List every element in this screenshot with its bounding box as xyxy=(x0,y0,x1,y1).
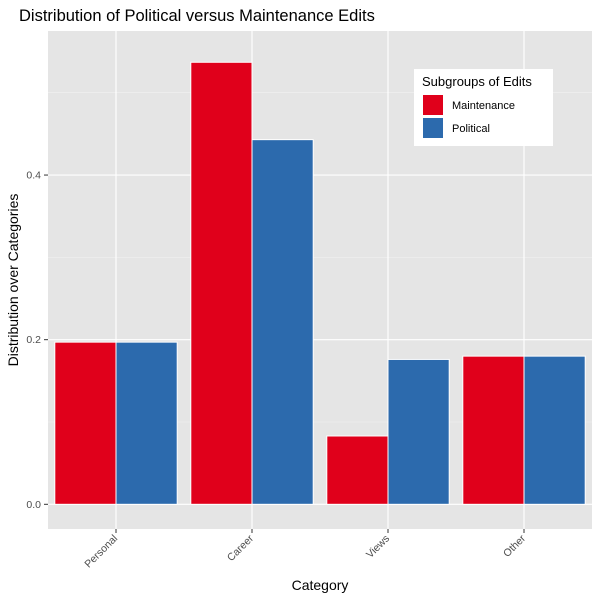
bar-maintenance-career xyxy=(190,61,253,505)
legend-key-maintenance xyxy=(423,95,443,115)
y-tick-label: 0.0 xyxy=(26,499,41,511)
bar-maintenance-personal xyxy=(54,341,117,505)
legend-label-maintenance: Maintenance xyxy=(452,100,515,112)
bar-political-other xyxy=(523,355,586,505)
bar-maintenance-views xyxy=(326,435,389,505)
chart-title: Distribution of Political versus Mainten… xyxy=(19,7,375,25)
legend-key-political xyxy=(423,118,443,138)
x-tick-label-views: Views xyxy=(364,533,392,561)
x-tick-label-other: Other xyxy=(501,532,528,559)
x-axis-title: Category xyxy=(292,577,349,593)
bar-political-personal xyxy=(115,341,178,505)
y-axis: 0.0 0.2 0.4 xyxy=(26,170,48,511)
bar-political-views xyxy=(387,358,450,505)
y-tick-label: 0.4 xyxy=(26,170,41,182)
y-axis-title: Distribution over Categories xyxy=(5,194,21,367)
bar-maintenance-other xyxy=(462,355,525,505)
legend: Subgroups of Edits Maintenance Political xyxy=(414,69,553,146)
legend-label-political: Political xyxy=(452,123,490,135)
bar-political-career xyxy=(251,139,314,505)
x-tick-label-personal: Personal xyxy=(82,533,120,571)
legend-title: Subgroups of Edits xyxy=(422,74,532,89)
bars xyxy=(54,61,586,505)
x-tick-label-career: Career xyxy=(225,532,257,564)
x-axis: Personal Career Views Other xyxy=(82,529,528,570)
y-tick-label: 0.2 xyxy=(26,334,41,346)
